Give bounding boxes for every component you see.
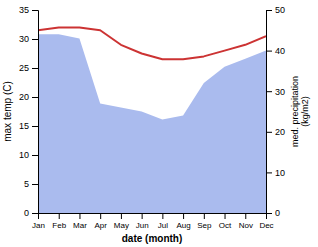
y2-axis-tick: 30: [266, 87, 285, 97]
x-axis-tick-label: Oct: [219, 221, 232, 230]
x-axis-tick: Aug: [176, 213, 190, 230]
y2-axis-tick-mark: [266, 132, 272, 133]
y-axis-tick: 5: [24, 179, 38, 189]
y-axis-tick: 10: [19, 150, 38, 160]
x-axis-tick: Mar: [73, 213, 87, 230]
y2-axis-tick: 40: [266, 46, 285, 56]
x-axis-tick: May: [114, 213, 129, 230]
y2-axis-title-line: med. precipitation: [290, 76, 300, 147]
y2-axis-title-line: (kg/m2): [300, 96, 310, 127]
y2-axis-tick-mark: [266, 213, 272, 214]
x-axis-tick-mark: [225, 213, 226, 219]
y-axis-tick: 0: [24, 208, 38, 218]
y-axis-tick-label: 0: [24, 208, 29, 218]
y-axis-tick: 25: [19, 63, 38, 73]
y-axis-tick: 35: [19, 5, 38, 15]
x-axis-tick: Jun: [136, 213, 149, 230]
y-axis: 0 5 10 15 20 25 30 35: [19, 5, 39, 218]
y-axis-tick-mark: [32, 39, 38, 40]
y2-axis-tick-label: 0: [275, 208, 280, 218]
y-axis-tick-label: 10: [19, 150, 29, 160]
y-axis-tick-mark: [32, 97, 38, 98]
x-axis-tick-label: Jun: [136, 221, 149, 230]
y-axis-tick-label: 25: [19, 63, 29, 73]
y-axis-tick-label: 15: [19, 121, 29, 131]
x-axis-tick-label: Feb: [52, 221, 66, 230]
x-axis-tick-mark: [142, 213, 143, 219]
y-axis-tick-mark: [32, 213, 38, 214]
y-axis-line: [32, 11, 39, 214]
x-axis-tick: Jul: [158, 213, 168, 230]
x-axis-tick-mark: [204, 213, 205, 219]
y2-axis-line: [267, 11, 273, 214]
x-axis-tick-mark: [59, 213, 60, 219]
x-axis-tick-mark: [245, 213, 246, 219]
y-axis-title: max temp (C): [2, 81, 13, 142]
y-axis-tick-label: 35: [19, 5, 29, 15]
y-axis-tick-label: 5: [24, 179, 29, 189]
y-axis-tick-label: 20: [19, 92, 29, 102]
y-axis-tick: 20: [19, 92, 38, 102]
y2-axis-tick-mark: [266, 172, 272, 173]
x-axis-tick-label: Mar: [73, 221, 87, 230]
y2-axis-tick-label: 30: [275, 87, 285, 97]
y2-axis-tick: 10: [266, 168, 285, 178]
y2-axis-tick-mark: [266, 91, 272, 92]
x-axis-tick-label: Aug: [176, 221, 190, 230]
y-axis-tick-mark: [32, 184, 38, 185]
x-axis-tick-mark: [121, 213, 122, 219]
y2-axis-tick-label: 10: [275, 168, 285, 178]
x-axis-tick-label: Jan: [32, 221, 45, 230]
x-axis-tick: Feb: [52, 213, 66, 230]
y2-axis-tick: 50: [266, 5, 285, 15]
x-axis-tick: Nov: [239, 213, 253, 230]
y2-axis: 0 10 20 30 40 50: [266, 5, 285, 218]
y2-axis-tick: 20: [266, 127, 285, 137]
x-axis-line: [39, 214, 267, 220]
x-axis-tick-mark: [162, 213, 163, 219]
x-axis-tick-mark: [79, 213, 80, 219]
y2-axis-tick-mark: [266, 10, 272, 11]
x-axis-tick-label: May: [114, 221, 129, 230]
line-1: [38, 27, 266, 59]
x-axis-tick-label: Nov: [239, 221, 253, 230]
x-axis-tick-label: Apr: [94, 221, 107, 230]
y-axis-tick-mark: [32, 126, 38, 127]
y-axis-tick: 30: [19, 34, 38, 44]
chart: JanFebMarAprMayJunJulAugSepOctNovDec0510…: [0, 0, 318, 247]
x-axis-tick: Jan: [32, 213, 45, 230]
x-axis-tick: Dec: [259, 213, 273, 230]
y2-axis-tick-label: 20: [275, 127, 285, 137]
area-0: [38, 34, 266, 213]
marks: [38, 27, 266, 213]
x-axis-tick-mark: [183, 213, 184, 219]
y-axis-tick-label: 30: [19, 34, 29, 44]
x-axis-tick-label: Sep: [197, 221, 212, 230]
x-axis-tick-mark: [100, 213, 101, 219]
y2-axis-tick: 0: [266, 208, 280, 218]
y-axis-tick-mark: [32, 68, 38, 69]
y2-axis-tick-label: 40: [275, 46, 285, 56]
y-axis-tick: 15: [19, 121, 38, 131]
x-axis-tick: Apr: [94, 213, 107, 230]
x-axis-tick: Sep: [197, 213, 212, 230]
x-axis-tick-label: Jul: [158, 221, 168, 230]
y-axis-tick-mark: [32, 10, 38, 11]
y2-axis-tick-label: 50: [275, 5, 285, 15]
x-axis: Jan Feb Mar Apr May Jun Jul Aug Sep Oct Nov Dec: [32, 213, 274, 230]
x-axis-title: date (month): [122, 233, 183, 244]
y2-axis-title: med. precipitation(kg/m2): [290, 76, 310, 147]
x-axis-tick-label: Dec: [259, 221, 273, 230]
y2-axis-tick-mark: [266, 51, 272, 52]
y-axis-tick-mark: [32, 155, 38, 156]
chart-container: JanFebMarAprMayJunJulAugSepOctNovDec0510…: [0, 0, 318, 247]
x-axis-tick: Oct: [219, 213, 232, 230]
